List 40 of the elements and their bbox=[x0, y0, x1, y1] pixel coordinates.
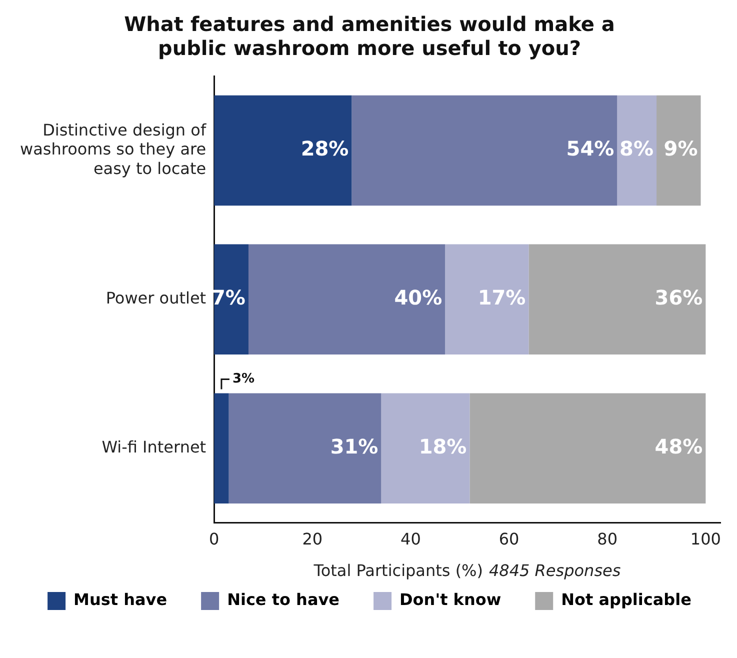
bar bbox=[656, 95, 701, 206]
data-label: 3% bbox=[232, 372, 255, 387]
data-label: 7% bbox=[212, 286, 246, 310]
data-label: 8% bbox=[620, 136, 654, 161]
bar bbox=[617, 95, 657, 206]
data-label: 48% bbox=[654, 434, 703, 459]
legend-label: Must have bbox=[74, 590, 168, 610]
data-label: 36% bbox=[654, 286, 703, 310]
data-label: 54% bbox=[566, 136, 614, 161]
bar bbox=[214, 393, 229, 504]
x-axis-title: Total Participants (%) bbox=[312, 561, 484, 580]
data-label: 31% bbox=[330, 434, 378, 459]
legend-label: Don't know bbox=[400, 590, 502, 610]
data-label: 9% bbox=[664, 136, 698, 161]
bar bbox=[248, 244, 446, 355]
bar bbox=[214, 244, 248, 355]
x-tick-label: 40 bbox=[400, 530, 421, 549]
text: 4845 Responses bbox=[489, 561, 621, 580]
bar bbox=[352, 95, 618, 206]
x-tick-label: 80 bbox=[597, 530, 618, 549]
bar bbox=[228, 393, 382, 504]
y-tick-label: Power outlet bbox=[106, 288, 206, 308]
data-label: 28% bbox=[300, 136, 349, 161]
bar bbox=[214, 95, 352, 206]
x-tick-label: 20 bbox=[302, 530, 323, 549]
x-tick-label: 60 bbox=[498, 530, 520, 549]
bar bbox=[445, 244, 529, 355]
y-tick-label: Distinctive design of washrooms so they are easy to locate bbox=[20, 120, 206, 178]
y-tick-label: Wi-fi Internet bbox=[102, 437, 206, 456]
data-label: 17% bbox=[478, 286, 526, 310]
data-label: 40% bbox=[394, 286, 442, 310]
bar bbox=[528, 244, 706, 355]
legend-label: Not applicable bbox=[561, 590, 692, 610]
x-tick-label: 0 bbox=[208, 530, 220, 549]
data-label: 18% bbox=[418, 434, 467, 459]
bar bbox=[470, 393, 706, 504]
legend-label: Nice to have bbox=[227, 590, 340, 610]
x-tick-label: 100 bbox=[690, 530, 721, 549]
chart-title: What features and amenities would make a public washroom more useful to you? bbox=[124, 12, 615, 60]
bar bbox=[381, 393, 470, 504]
